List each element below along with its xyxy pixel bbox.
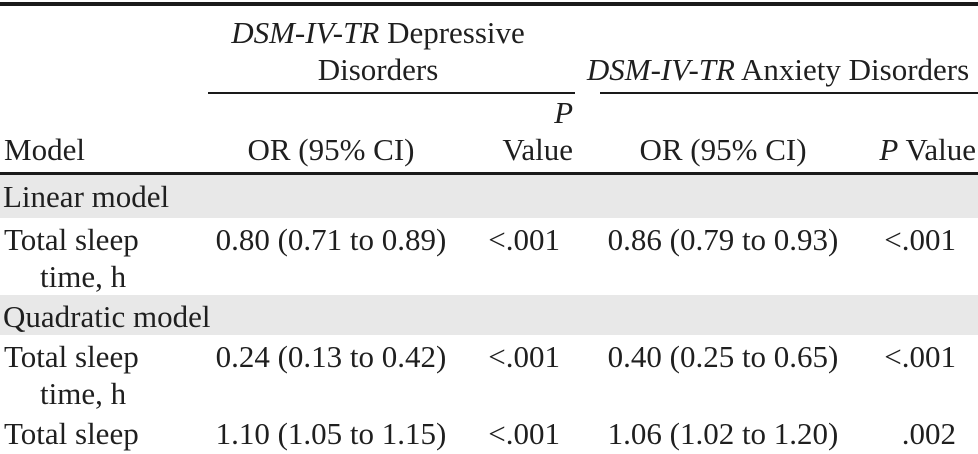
group-header-row: DSM-IV-TR Depressive Disorders DSM-IV-TR… [0,4,978,94]
table-row: Total sleep time, h 0.80 (0.71 to 0.89) … [0,218,978,295]
row-label: Total sleep time², h² [4,415,145,454]
or-value-anxiety: 0.40 (0.25 to 0.65) [607,338,839,374]
p-value-depressive: <.001 [488,415,561,451]
column-header-row: Model OR (95% CI) P Value OR (95% CI) P … [0,94,978,175]
corner-cell [0,4,178,94]
section-band-quadratic: Quadratic model [0,294,978,335]
or-value-anxiety: 0.86 (0.79 to 0.93) [607,221,839,257]
column-header-pvalue-depressive: P Value [484,94,579,175]
or-value-depressive: 0.80 (0.71 to 0.89) [215,221,447,257]
p-italic-text: P [879,132,899,167]
p-italic-text: P [554,95,574,130]
row-label-cell: Total sleep time², h² [0,412,178,454]
pvalue-rest: Value [502,132,574,167]
table-row: Total sleep time², h² 1.10 (1.05 to 1.15… [0,412,978,454]
column-header-or-depressive: OR (95% CI) [178,94,484,175]
dsm-italic-text: DSM-IV-TR [231,15,380,50]
group-header-depressive: DSM-IV-TR Depressive Disorders [178,4,578,94]
section-band-linear: Linear model [0,173,978,218]
or-value-depressive: 1.10 (1.05 to 1.15) [215,415,447,451]
p-value-anxiety: <.001 [884,221,957,257]
group-header-depressive-rest: Depressive Disorders [317,15,525,87]
table-row: Total sleep time, h 0.24 (0.13 to 0.42) … [0,335,978,412]
group-header-depressive-label: DSM-IV-TR Depressive Disorders [178,14,578,88]
group-header-anxiety-label: DSM-IV-TR Anxiety Disorders [578,51,978,88]
column-header-model: Model [0,94,178,175]
pvalue-rest: Value [898,132,977,167]
group-underline-anxiety [600,92,978,94]
section-title-linear: Linear model [0,173,978,218]
row-label: Total sleep time, h [4,221,139,294]
row-label-cell: Total sleep time, h [0,218,178,295]
p-value-depressive: <.001 [488,221,561,257]
group-underline-depressive [208,92,576,94]
or-value-anxiety: 1.06 (1.02 to 1.20) [607,415,839,451]
p-value-anxiety: .002 [901,415,957,451]
row-label: Total sleep time, h [4,338,139,411]
section-title-quadratic: Quadratic model [0,294,978,335]
column-header-pvalue-anxiety: P Value [868,94,978,175]
group-header-anxiety-rest: Anxiety Disorders [734,52,970,87]
group-header-anxiety: DSM-IV-TR Anxiety Disorders [578,4,978,94]
dsm-italic-text: DSM-IV-TR [586,52,735,87]
row-label-cell: Total sleep time, h [0,335,178,412]
p-value-depressive: <.001 [488,338,561,374]
or-value-depressive: 0.24 (0.13 to 0.42) [215,338,447,374]
p-value-anxiety: <.001 [884,338,957,374]
column-header-or-anxiety: OR (95% CI) [578,94,869,175]
